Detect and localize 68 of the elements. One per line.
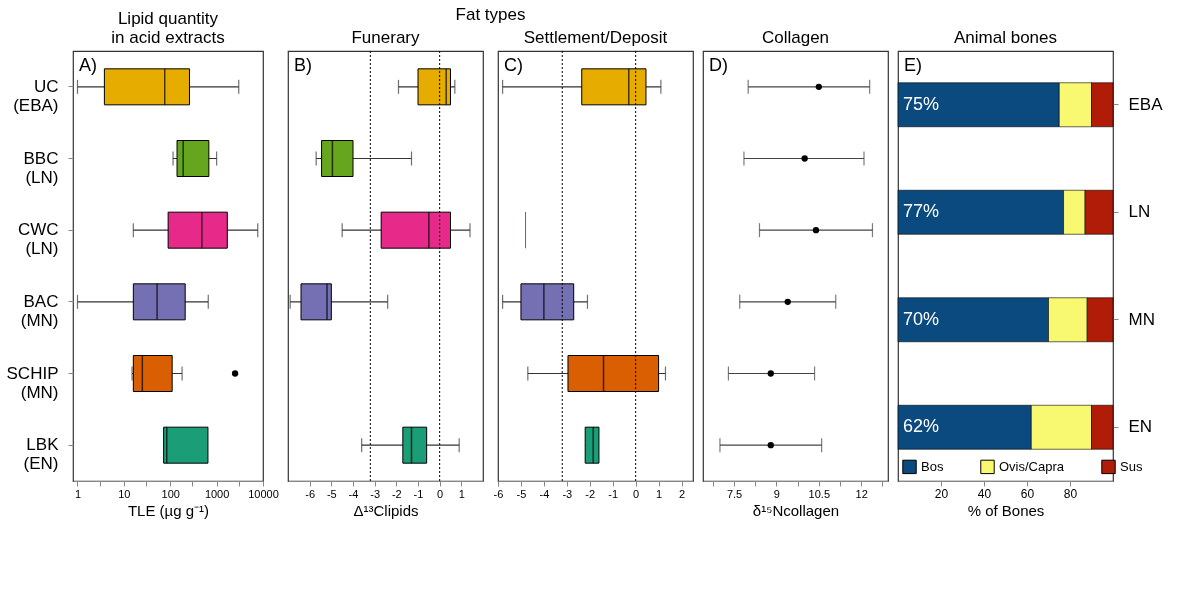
chart-title: Lipid quantity in acid extracts (111, 9, 225, 47)
x-tick-label: 0 (437, 487, 444, 500)
x-tick-label: 10.5 (808, 487, 831, 500)
x-axis-title: δ¹⁵Ncollagen (752, 501, 840, 519)
point (767, 442, 774, 449)
data-label: 75% (903, 93, 940, 114)
point (815, 83, 822, 90)
y-tick-label: SCHIP (MN) (6, 363, 59, 402)
x-tick-label: 10000 (248, 487, 279, 500)
x-tick-label: -1 (413, 487, 424, 500)
legend-label: Sus (1120, 458, 1143, 474)
y-tick-label: EBA (1128, 94, 1164, 114)
x-axis-title: % of Bones (967, 501, 1045, 519)
y-tick-label: BAC (MN) (20, 291, 59, 330)
x-tick-label: 100 (161, 487, 180, 500)
chart-title: Animal bones (953, 28, 1058, 47)
chart-title: Settlement/Deposit (523, 27, 668, 47)
annotation: A) (79, 55, 97, 75)
x-tick-label: 1000 (204, 487, 230, 500)
x-tick-label: 1 (74, 487, 82, 500)
x-tick-label: 40 (977, 486, 992, 501)
data-label: 70% (903, 308, 940, 329)
x-tick-label: -3 (562, 487, 573, 500)
point (812, 227, 820, 234)
x-tick-label: -5 (326, 487, 337, 500)
annotation: C) (504, 55, 523, 75)
legend-label: Bos (921, 458, 944, 474)
y-tick-label: LN (1128, 202, 1151, 222)
x-tick-label: 0 (633, 487, 640, 500)
y-tick-label: UC (EBA) (13, 76, 59, 115)
x-axis-title: Δ¹³Clipids (353, 501, 419, 519)
x-tick-label: -6 (305, 487, 316, 500)
text: Fat types (455, 4, 526, 24)
annotation: E) (904, 55, 922, 75)
x-tick-label: -2 (585, 487, 596, 500)
x-tick-label: 10 (118, 487, 131, 500)
point (767, 370, 774, 377)
y-tick-label: MN (1128, 309, 1155, 329)
x-tick-label: 60 (1020, 486, 1035, 501)
point (801, 155, 808, 162)
legend-label: Ovis/Capra (999, 458, 1065, 474)
data-label: 62% (903, 416, 940, 437)
x-tick-label: -3 (370, 487, 381, 500)
x-tick-label: 7.5 (726, 487, 743, 500)
y-tick-label: LBK (EN) (23, 435, 60, 474)
x-tick-label: -6 (493, 487, 504, 500)
x-tick-label: -5 (516, 487, 527, 500)
chart-title: Funerary (351, 27, 421, 47)
x-tick-label: 1 (458, 487, 465, 500)
x-tick-label: -4 (539, 487, 550, 500)
x-tick-label: -1 (608, 487, 619, 500)
x-tick-label: 80 (1063, 486, 1078, 501)
y-tick-label: CWC (LN) (17, 220, 59, 259)
x-tick-label: -4 (348, 487, 359, 500)
y-tick-label: EN (1128, 417, 1153, 437)
y-tick-label: BBC (LN) (23, 148, 59, 187)
annotation: B) (294, 55, 312, 75)
data-label: 77% (903, 201, 940, 222)
x-tick-label: 2 (678, 487, 686, 500)
point (784, 298, 791, 305)
x-tick-label: -2 (391, 487, 402, 500)
x-tick-label: 9 (773, 487, 780, 500)
annotation: D) (709, 55, 728, 75)
x-tick-label: 1 (656, 487, 663, 500)
x-axis-title: TLE (µg g⁻¹) (127, 501, 210, 519)
x-tick-label: 12 (855, 487, 868, 500)
x-tick-label: 20 (934, 486, 949, 501)
chart-title: Collagen (761, 28, 830, 47)
